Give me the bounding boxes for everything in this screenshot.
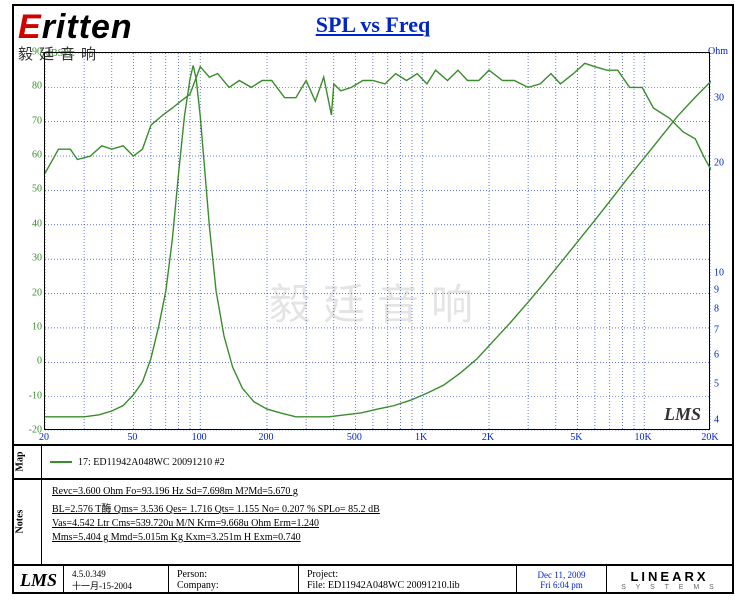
legend-swatch [50,461,72,463]
y1-tick-label: 70 [18,115,42,126]
x-tick-label: 5K [570,432,582,443]
x-tick-label: 1K [415,432,427,443]
y2-tick-label: 8 [714,304,719,315]
footer-version: 4.5.0.349 十一月-15-2004 [64,566,169,594]
y2-tick-label: 4 [714,414,719,425]
footer-date: Dec 11, 2009 Fri 6:04 pm [517,566,607,594]
y1-tick-label: 80 [18,81,42,92]
notes-panel-label: Notes [14,510,25,534]
x-tick-label: 10K [635,432,652,443]
y1-tick-label: 50 [18,184,42,195]
legend-panel: Map 17: ED11942A048WC 20091210 #2 [14,444,732,478]
y1-tick-label: 20 [18,287,42,298]
legend-trace-label: 17: ED11942A048WC 20091210 #2 [78,457,225,468]
y2-tick-label: 7 [714,325,719,336]
lms-corner-label: LMS [664,404,701,425]
y1-tick-label: 30 [18,253,42,264]
y1-tick-label: -20 [18,425,42,436]
y2-tick-label: 20 [714,157,724,168]
footer-lms: LMS [14,566,64,594]
notes-panel: Notes Revc=3.600 Ohm Fo=93.196 Hz Sd=7.6… [14,478,732,564]
legend-panel-label: Map [15,452,26,472]
y1-tick-label: 90 [18,47,42,58]
chart-plot-area: 毅廷音响 LMS [44,52,710,430]
y1-tick-label: 10 [18,321,42,332]
chart-title: SPL vs Freq [14,12,732,38]
x-tick-label: 2K [482,432,494,443]
x-tick-label: 20K [701,432,718,443]
y2-tick-label: 30 [714,92,724,103]
x-tick-label: 100 [192,432,207,443]
x-tick-label: 500 [347,432,362,443]
footer-person: Person: Company: [169,566,299,594]
notes-line: Mms=5.404 g Mmd=5.015m Kg Kxm=3.251m H E… [52,532,722,543]
footer-bar: LMS 4.5.0.349 十一月-15-2004 Person: Compan… [14,564,732,594]
footer-project: Project: File: ED11942A048WC 20091210.li… [299,566,517,594]
x-tick-label: 200 [259,432,274,443]
footer-linearx: LINEARX S Y S T E M S [607,566,732,594]
y2-tick-label: 10 [714,268,724,279]
notes-line: BL=2.576 T酶 Qms= 3.536 Qes= 1.716 Qts= 1… [52,500,722,515]
y2-tick-label: 9 [714,285,719,296]
notes-line: Revc=3.600 Ohm Fo=93.196 Hz Sd=7.698m M?… [52,486,722,497]
notes-line: Vas=4.542 Ltr Cms=539.720u M/N Krm=9.668… [52,518,722,529]
x-tick-label: 50 [127,432,137,443]
y1-tick-label: 60 [18,150,42,161]
y1-tick-label: 0 [18,356,42,367]
y2-unit-label: Ohm [708,46,728,57]
window-frame: Eritten 毅廷音响 SPL vs Freq dBSPL Ohm 毅廷音响 … [12,4,734,594]
y2-tick-label: 5 [714,379,719,390]
chart-svg [45,53,711,431]
y2-tick-label: 6 [714,349,719,360]
y1-tick-label: 40 [18,218,42,229]
y1-tick-label: -10 [18,390,42,401]
